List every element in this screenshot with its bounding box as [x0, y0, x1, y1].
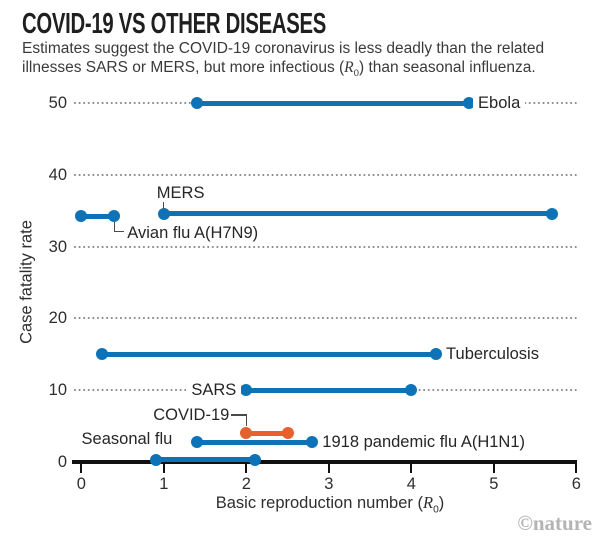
- x-tick-label-3: 3: [324, 475, 334, 493]
- r0-symbol: R: [422, 493, 434, 512]
- nature-credit: ©nature: [517, 511, 592, 535]
- y-tick-label-0: 0: [57, 452, 67, 471]
- series-dot-max-avian-flu-a-h7n9: [108, 210, 121, 223]
- series-connector-h-covid-19: [231, 414, 247, 416]
- chart-subtitle: Estimates suggest the COVID-19 coronavir…: [22, 40, 544, 83]
- series-label-tuberculosis: Tuberculosis: [446, 345, 539, 364]
- series-label-covid-19: COVID-19: [153, 406, 230, 424]
- chart-title: COVID-19 VS OTHER DISEASES: [22, 8, 327, 40]
- r0-subscript: 0: [353, 67, 359, 79]
- y-axis-title: Case fatality rate: [17, 220, 36, 344]
- x-tick-3: [327, 463, 330, 473]
- series-connector-v-covid-19: [245, 414, 247, 427]
- x-tick-label-1: 1: [159, 475, 169, 493]
- y-tick-label-20: 20: [48, 309, 67, 328]
- y-tick-label-10: 10: [48, 381, 67, 399]
- y-tick-label-30: 30: [48, 237, 67, 256]
- series-dot-min-avian-flu-a-h7n9: [75, 210, 88, 223]
- series-dot-min-mers: [157, 207, 170, 220]
- series-dot-min-1918-pandemic-flu-a-h1n1: [190, 436, 203, 449]
- series-dot-min-seasonal-flu: [149, 453, 162, 466]
- subtitle-line1: Estimates suggest the COVID-19 coronavir…: [22, 40, 545, 57]
- series-label-sars: SARS: [186, 381, 242, 399]
- subtitle-line2: illnesses SARS or MERS, but more infecti…: [22, 58, 536, 79]
- series-dot-min-covid-19: [240, 427, 253, 440]
- x-tick-6: [575, 463, 578, 473]
- r0-subscript: 0: [433, 504, 439, 516]
- x-tick-label-0: 0: [76, 475, 86, 493]
- x-tick-label-2: 2: [241, 475, 251, 493]
- series-label-1918-pandemic-flu-a-h1n1: 1918 pandemic flu A(H1N1): [322, 433, 525, 452]
- x-tick-5: [492, 463, 495, 473]
- series-dot-min-sars: [240, 384, 253, 396]
- series-label-mers: MERS: [156, 184, 205, 202]
- series-bar-1918-pandemic-flu-a-h1n1: [196, 439, 313, 445]
- series-dot-max-covid-19: [281, 427, 294, 440]
- series-label-ebola: Ebola: [473, 94, 526, 113]
- x-tick-label-5: 5: [489, 475, 499, 493]
- x-tick-4: [410, 463, 413, 473]
- series-connector-h-avian-flu-a-h7n9: [113, 230, 124, 232]
- series-bar-covid-19: [246, 430, 288, 436]
- series-dot-max-mers: [545, 207, 558, 220]
- series-dot-max-ebola: [463, 97, 476, 110]
- series-dot-max-1918-pandemic-flu-a-h1n1: [306, 436, 319, 449]
- r0-symbol: R: [344, 58, 354, 76]
- series-dot-max-sars: [405, 384, 418, 396]
- series-bar-avian-flu-a-h7n9: [81, 213, 115, 219]
- y-tick-label-40: 40: [48, 165, 67, 184]
- x-tick-1: [162, 463, 165, 473]
- x-tick-2: [245, 463, 248, 473]
- gridline-30: [74, 245, 577, 248]
- series-dot-min-ebola: [190, 97, 203, 110]
- series-label-avian-flu-a-h7n9: Avian flu A(H7N9): [127, 223, 259, 242]
- gridline-20: [74, 317, 577, 320]
- series-dot-max-seasonal-flu: [248, 453, 261, 466]
- x-tick-0: [80, 463, 83, 473]
- series-connector-mers: [163, 202, 165, 209]
- gridline-40: [74, 173, 577, 176]
- x-axis-line: [72, 459, 577, 464]
- series-bar-ebola: [196, 100, 470, 106]
- x-tick-label-6: 6: [571, 475, 581, 493]
- x-tick-label-4: 4: [406, 475, 416, 493]
- series-dot-min-tuberculosis: [95, 348, 108, 361]
- series-bar-sars: [246, 387, 412, 393]
- y-tick-label-50: 50: [48, 94, 67, 113]
- x-axis-title: Basic reproduction number (R0): [215, 493, 445, 516]
- series-dot-max-tuberculosis: [430, 348, 443, 361]
- series-connector-v-avian-flu-a-h7n9: [113, 222, 115, 232]
- series-bar-tuberculosis: [101, 351, 437, 357]
- series-bar-mers: [163, 211, 552, 217]
- series-bar-seasonal-flu: [155, 457, 255, 463]
- series-label-seasonal-flu: Seasonal flu: [81, 429, 173, 448]
